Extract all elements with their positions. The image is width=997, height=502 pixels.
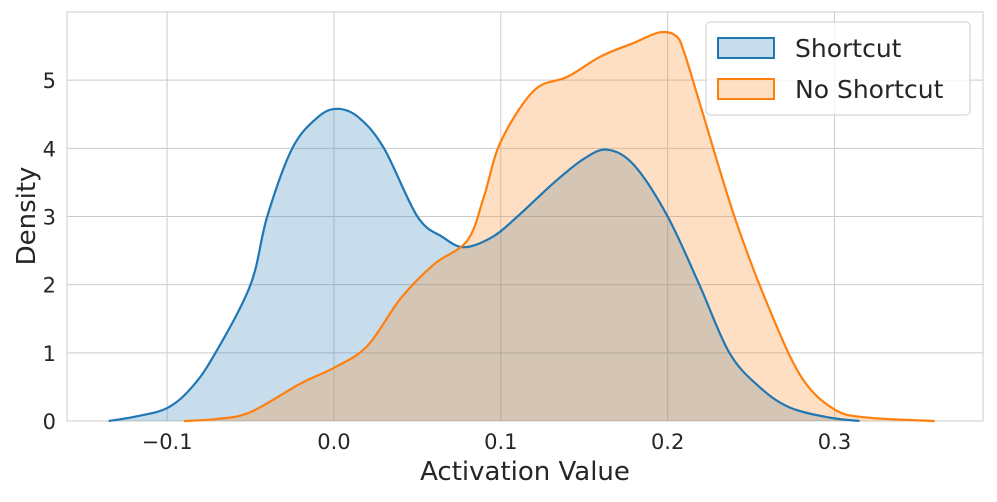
x-tick-label: 0.1: [484, 430, 517, 454]
y-tick-label: 2: [43, 274, 56, 298]
legend-label-shortcut: Shortcut: [795, 34, 902, 63]
series-group: [108, 30, 935, 423]
y-tick-label: 1: [43, 342, 56, 366]
x-tick-label: −0.1: [142, 430, 193, 454]
density-line-shortcut: [108, 107, 860, 423]
density-fill-shortcut: [108, 108, 860, 422]
y-tick-label: 3: [43, 206, 56, 230]
y-tick-label: 0: [43, 410, 56, 434]
density-fill-no-shortcut: [183, 32, 935, 422]
y-tick-label: 5: [43, 69, 56, 93]
legend-swatch-no-shortcut: [717, 78, 775, 100]
x-tick-label: 0.0: [317, 430, 350, 454]
legend-box: [705, 21, 971, 116]
x-axis-label: Activation Value: [420, 457, 630, 487]
density-line-no-shortcut: [183, 30, 935, 423]
legend-label-no-shortcut: No Shortcut: [795, 75, 944, 104]
y-tick-labels: 0 1 2 3 4 5: [43, 69, 56, 434]
x-tick-label: 0.3: [818, 430, 851, 454]
y-tick-label: 4: [43, 137, 56, 161]
grid: [67, 12, 983, 422]
legend-swatch-shortcut: [717, 37, 775, 59]
y-axis-label: Density: [12, 167, 42, 266]
x-tick-labels: −0.1 0.0 0.1 0.2 0.3: [142, 430, 852, 454]
x-tick-label: 0.2: [651, 430, 684, 454]
legend: Shortcut No Shortcut: [705, 21, 971, 116]
